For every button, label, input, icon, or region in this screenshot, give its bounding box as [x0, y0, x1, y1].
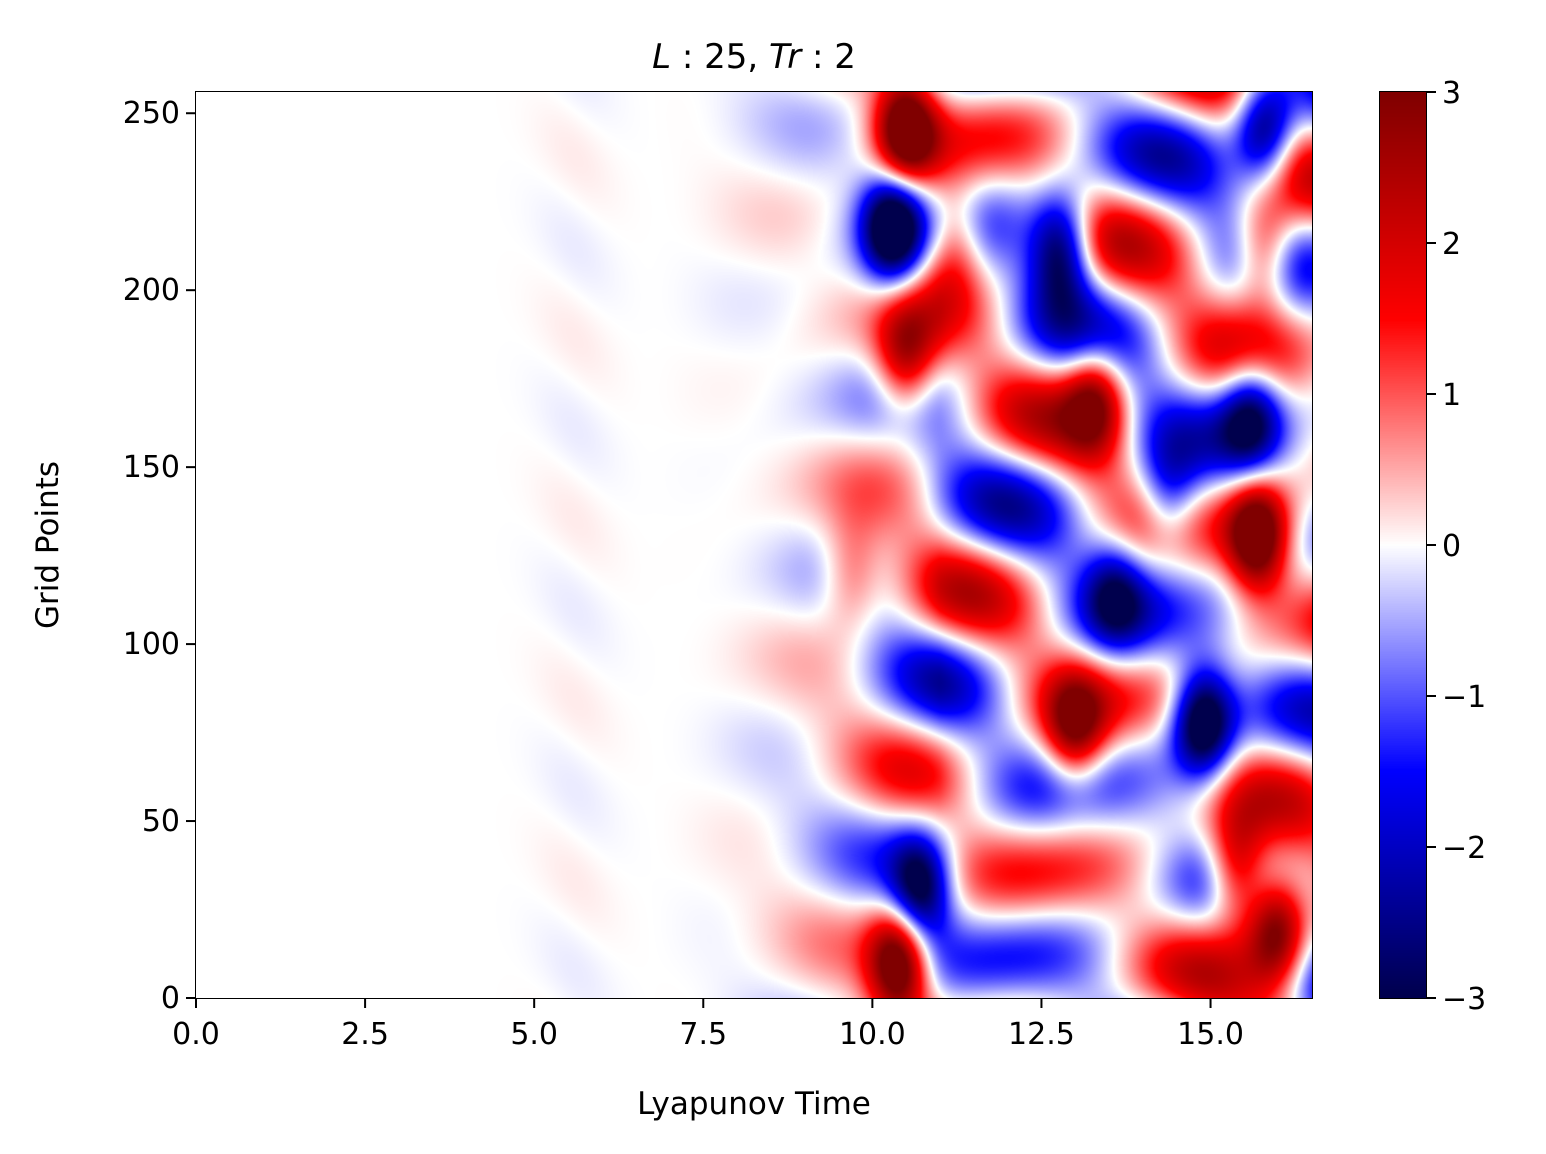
y-tick-label: 250	[123, 96, 180, 131]
y-axis-title: Grid Points	[30, 461, 66, 629]
colorbar-tick-label: 1	[1442, 378, 1461, 413]
colorbar-tick-label: 0	[1442, 529, 1461, 564]
y-axis-ticks: 0 50 100 150 200 250	[123, 96, 196, 1016]
title-part-a: L	[652, 37, 671, 77]
x-axis-title: Lyapunov Time	[637, 1086, 871, 1122]
colorbar	[1380, 92, 1426, 998]
heatmap-image	[196, 92, 1312, 998]
colorbar-gradient	[1380, 92, 1426, 998]
y-tick-label: 100	[123, 627, 180, 662]
colorbar-tick-label: −1	[1442, 680, 1486, 715]
title-part-b: : 25,	[671, 37, 769, 77]
x-tick-label: 15.0	[1177, 1017, 1244, 1052]
heatmap-plot-area	[196, 92, 1312, 998]
title-part-c: Tr	[769, 37, 803, 77]
y-tick-label: 200	[123, 273, 180, 308]
colorbar-tick-label: −3	[1442, 982, 1486, 1017]
title-part-d: : 2	[801, 37, 856, 77]
chart-title: L : 25, Tr : 2	[652, 37, 856, 77]
x-tick-label: 10.0	[839, 1017, 906, 1052]
x-tick-label: 2.5	[341, 1017, 389, 1052]
colorbar-ticks: −3 −2 −1 0 1 2 3	[1426, 76, 1486, 1017]
y-tick-label: 50	[142, 804, 180, 839]
y-tick-label: 150	[123, 450, 180, 485]
x-tick-label: 7.5	[679, 1017, 727, 1052]
colorbar-tick-label: −2	[1442, 831, 1486, 866]
x-axis-ticks: 0.0 2.5 5.0 7.5 10.0 12.5 15.0	[172, 998, 1244, 1052]
colorbar-tick-label: 2	[1442, 227, 1461, 262]
x-tick-label: 5.0	[510, 1017, 558, 1052]
colorbar-tick-label: 3	[1442, 76, 1461, 111]
y-tick-label: 0	[161, 981, 180, 1016]
x-tick-label: 0.0	[172, 1017, 220, 1052]
x-tick-label: 12.5	[1008, 1017, 1075, 1052]
